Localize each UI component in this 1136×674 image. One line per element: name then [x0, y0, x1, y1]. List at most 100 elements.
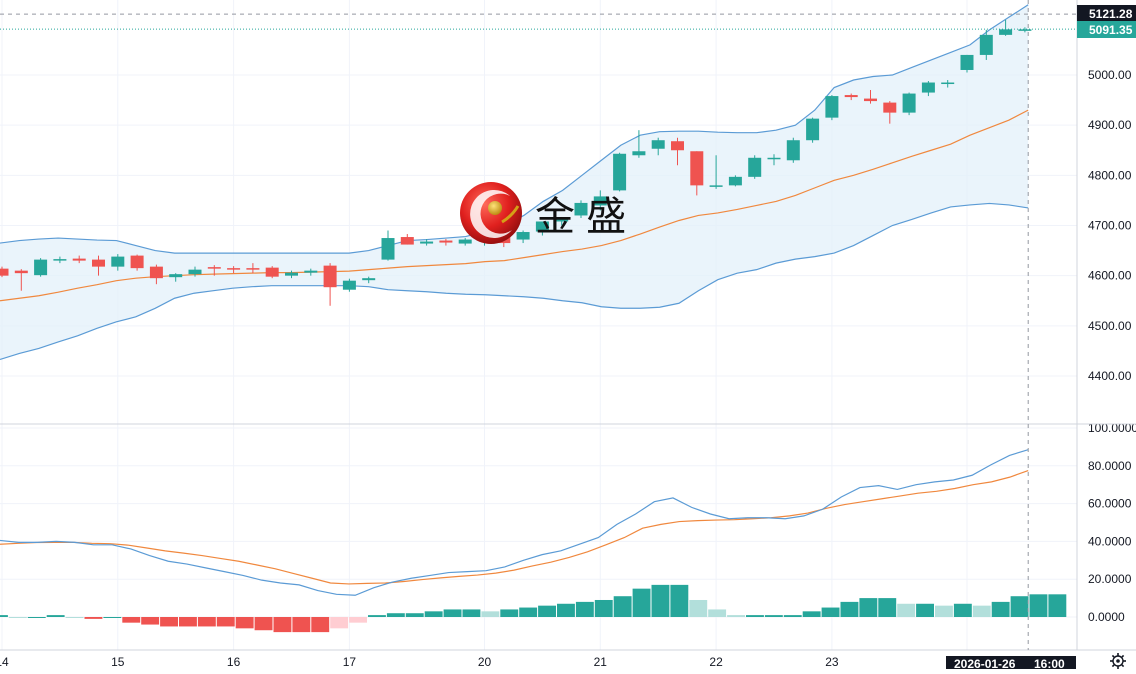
candle-body [34, 259, 48, 276]
candle [0, 266, 9, 278]
histogram-bar [613, 596, 632, 617]
time-axis-label: 14 [0, 655, 9, 669]
high-price-label: 5121.28 [1089, 7, 1133, 21]
histogram-bar [349, 617, 367, 623]
jinsheng-logo-icon [460, 182, 522, 244]
candle-body [709, 185, 723, 187]
histogram-bar [292, 617, 311, 633]
logo-text: 金 盛 [535, 195, 626, 239]
price-axis-label: 4400.00 [1088, 369, 1132, 383]
candle [883, 101, 897, 124]
candle [535, 221, 549, 236]
last-price-label: 5091.35 [1089, 23, 1133, 37]
candle [709, 155, 723, 189]
gear-icon[interactable] [1110, 653, 1126, 669]
candle [362, 276, 376, 284]
candle [111, 254, 125, 271]
histogram-bar [27, 617, 46, 618]
histogram-bar [897, 603, 916, 617]
time-axis-label: 16 [227, 655, 241, 669]
candle [921, 81, 935, 97]
candle-body [53, 259, 67, 261]
histogram-bar [519, 607, 538, 617]
histogram-bar [84, 617, 103, 619]
candle-body [188, 269, 202, 275]
histogram-bar [972, 605, 991, 617]
candle [806, 117, 820, 143]
candle-body [999, 29, 1013, 35]
histogram-bar [65, 617, 84, 618]
candle [999, 19, 1013, 36]
candle [246, 263, 260, 274]
histogram-bar [953, 603, 972, 617]
crosshair-hour-label: 16:00 [1034, 657, 1065, 669]
candle-body [400, 237, 414, 245]
candle [34, 258, 48, 277]
candle-body [516, 232, 530, 240]
candle [593, 190, 607, 211]
histogram-bar [651, 584, 670, 617]
candle [728, 175, 742, 187]
candle-body [767, 157, 781, 160]
candle [92, 255, 105, 276]
histogram-bar [727, 615, 745, 617]
candle-body [420, 241, 434, 244]
histogram-bar [443, 609, 462, 617]
candle [149, 264, 163, 285]
histogram-bar [368, 615, 386, 617]
candle [1018, 27, 1032, 33]
histogram-bar [500, 609, 519, 617]
histogram-bar [632, 588, 651, 617]
candle [574, 200, 588, 218]
candle [748, 155, 762, 179]
candle-body [632, 151, 646, 156]
candle [323, 263, 337, 306]
candle [285, 270, 298, 279]
candle [671, 137, 684, 166]
band-fill [0, 4, 1029, 360]
histogram-bar [594, 599, 613, 617]
time-axis-label: 17 [343, 655, 357, 669]
candle-body [883, 102, 897, 113]
time-axis-label: 23 [825, 655, 839, 669]
candle-body [72, 258, 86, 261]
candle [979, 29, 993, 60]
candle-body [362, 278, 376, 281]
candle [169, 273, 183, 282]
candle [400, 234, 414, 245]
histogram-bar [386, 613, 405, 617]
candle [825, 95, 839, 121]
candle [304, 268, 318, 276]
candle-body [941, 82, 955, 85]
candle-body [458, 239, 472, 244]
histogram-bar [1029, 594, 1048, 617]
candle-body [323, 265, 337, 288]
histogram-bar [1048, 594, 1067, 617]
candle-body [92, 259, 105, 267]
candle-body [690, 151, 704, 186]
candle [381, 230, 395, 261]
histogram-bar [802, 611, 821, 617]
histogram-bar [235, 617, 254, 629]
time-axis-label: 21 [594, 655, 608, 669]
histogram-bar [160, 617, 178, 627]
signal-line [0, 469, 1029, 585]
histogram-bar [746, 615, 764, 617]
crosshair-time-badge [946, 656, 1076, 672]
candle-body [902, 93, 916, 113]
candle [516, 230, 530, 244]
band-lower-line [0, 202, 1029, 361]
candle [53, 256, 67, 264]
candle [786, 137, 800, 163]
price-axis-label: 5000.00 [1088, 68, 1132, 82]
histogram-bar [311, 617, 330, 633]
candle [767, 154, 781, 166]
histogram-bar [708, 609, 727, 617]
candle [342, 278, 356, 292]
histogram-bar [557, 603, 575, 617]
candle [420, 239, 434, 246]
candle [227, 266, 241, 274]
candle [14, 269, 28, 291]
